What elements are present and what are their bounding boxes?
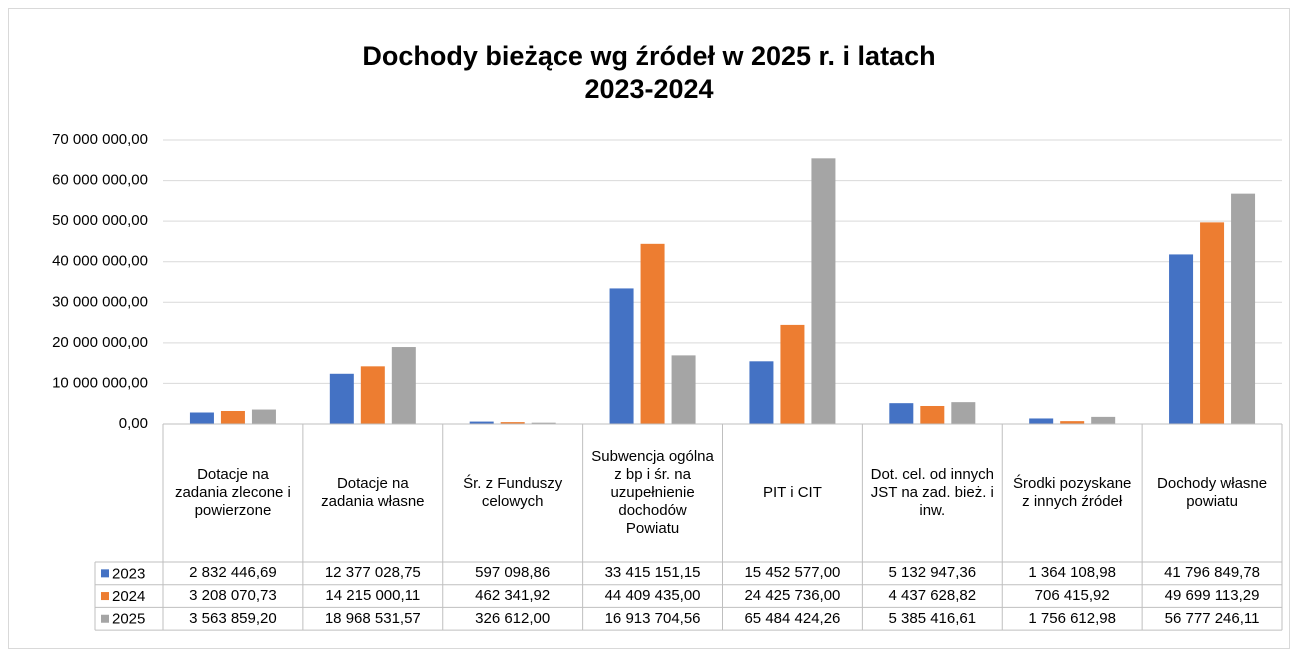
- bar: [329, 373, 354, 424]
- bar: [360, 366, 385, 424]
- data-table-value: 4 437 628,82: [888, 587, 977, 605]
- data-table-value: 462 341,92: [475, 587, 551, 605]
- data-table-value: 41 796 849,78: [1164, 564, 1261, 582]
- bar: [640, 243, 665, 424]
- bar: [1091, 416, 1116, 424]
- data-table-value: 33 415 151,15: [604, 564, 701, 582]
- y-tick-label: 30 000 000,00: [52, 293, 148, 310]
- y-tick-label: 60 000 000,00: [52, 172, 148, 189]
- category-label: Środki pozyskane z innych źródeł: [1012, 475, 1132, 510]
- data-table-value: 3 208 070,73: [189, 587, 277, 605]
- bar: [251, 409, 276, 424]
- bar: [780, 324, 805, 424]
- data-table-value: 326 612,00: [475, 609, 551, 627]
- data-table-value: 12 377 028,75: [324, 564, 421, 582]
- bar: [1231, 193, 1256, 424]
- y-tick-label: 40 000 000,00: [52, 253, 148, 270]
- data-table-value: 56 777 246,11: [1164, 609, 1260, 627]
- data-table-value: 2 832 446,69: [189, 564, 277, 582]
- data-table-value: 65 484 424,26: [744, 609, 841, 627]
- legend-key: [101, 614, 109, 623]
- category-label: Dotacje na zadania zlecone i powierzone: [174, 466, 291, 519]
- data-table-value: 24 425 736,00: [744, 587, 841, 605]
- y-tick-label: 0,00: [119, 415, 148, 432]
- bar: [609, 288, 634, 424]
- category-label: Subwencja ogólna z bp i śr. na uzupełnie…: [591, 448, 714, 537]
- bar: [500, 422, 525, 424]
- legend-key: [101, 592, 109, 601]
- bar: [811, 158, 836, 424]
- category-label: Śr. z Funduszy celowych: [463, 475, 563, 510]
- data-table-value: 18 968 531,57: [324, 609, 421, 627]
- data-table-value: 15 452 577,00: [744, 564, 841, 582]
- data-table-value: 3 563 859,20: [189, 609, 277, 627]
- bar: [1169, 254, 1194, 424]
- bar: [1029, 418, 1054, 424]
- bar: [920, 405, 945, 424]
- data-table-value: 1 756 612,98: [1028, 609, 1116, 627]
- chart-border: [8, 8, 1290, 649]
- category-label: Dochody własne powiatu: [1157, 475, 1268, 510]
- data-table-value: 5 132 947,36: [888, 564, 977, 582]
- bar: [749, 361, 774, 424]
- y-tick-label: 70 000 000,00: [52, 131, 148, 148]
- bar: [951, 402, 976, 424]
- data-table-value: 597 098,86: [475, 564, 551, 582]
- legend-key: [101, 569, 109, 578]
- data-table-value: 44 409 435,00: [604, 587, 701, 605]
- data-table-value: 14 215 000,11: [325, 587, 421, 605]
- bar: [1200, 222, 1225, 424]
- category-label: Dotacje na zadania własne: [321, 475, 425, 510]
- legend-label: 2023: [112, 565, 145, 582]
- category-label: PIT i CIT: [762, 484, 822, 501]
- data-table-value: 49 699 113,29: [1164, 587, 1260, 605]
- legend-label: 2025: [112, 611, 145, 628]
- bar: [220, 410, 245, 424]
- y-tick-label: 50 000 000,00: [52, 212, 148, 229]
- data-table-value: 1 364 108,98: [1028, 564, 1116, 582]
- category-label: Dot. cel. od innych JST na zad. bież. i …: [870, 466, 995, 519]
- bar: [189, 412, 214, 424]
- chart-title-text: Dochody bieżące wg źródeł w 2025 r. i la…: [362, 41, 936, 104]
- legend-label: 2024: [112, 588, 145, 605]
- y-tick-label: 10 000 000,00: [52, 374, 148, 391]
- data-table-value: 16 913 704,56: [604, 609, 701, 627]
- data-table-value: 5 385 416,61: [888, 609, 977, 627]
- bar: [531, 422, 556, 424]
- bar: [1060, 421, 1085, 424]
- y-tick-label: 20 000 000,00: [52, 334, 148, 351]
- bar: [671, 355, 696, 424]
- chart-title: Dochody bieżące wg źródeł w 2025 r. i la…: [0, 40, 1298, 106]
- bar: [889, 403, 914, 424]
- data-table-value: 706 415,92: [1034, 587, 1110, 605]
- bar: [391, 347, 416, 424]
- bar: [469, 421, 494, 424]
